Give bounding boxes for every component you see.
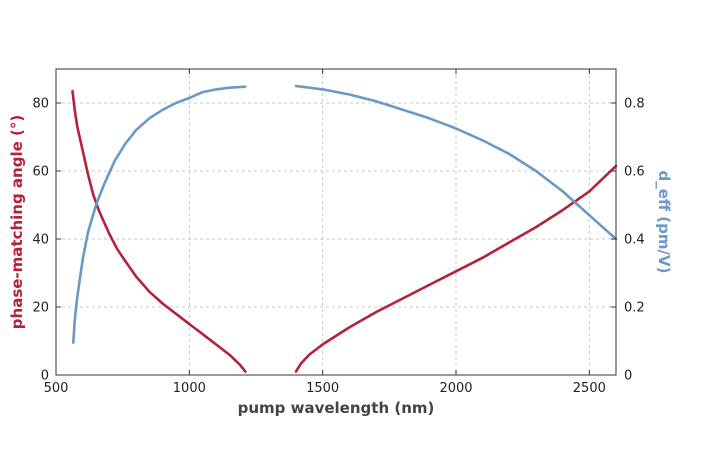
y-right-tick-label: 0.6 — [624, 165, 645, 180]
y-axis-left-title: phase-matching angle (°) — [8, 115, 26, 329]
y-left-tick-label: 60 — [32, 165, 49, 180]
y-left-tick-label: 80 — [32, 97, 49, 112]
series-0 — [71, 89, 618, 373]
tick-labels: 500 1000 1500 2000 2500 0 20 40 60 80 0 0.2 0.4 0.6 0.… — [32, 97, 644, 397]
series-1-line-1 — [294, 84, 618, 241]
plot-frame — [55, 68, 617, 376]
x-axis-title: pump wavelength (nm) — [238, 399, 435, 417]
ticks — [55, 69, 616, 376]
x-tick-label: 1500 — [306, 381, 339, 396]
y-axis-right-title: d_eff (pm/V) — [655, 171, 673, 274]
y-right-tick-label: 0 — [624, 369, 632, 384]
series-0-line-0 — [71, 89, 247, 373]
y-left-tick-label: 20 — [32, 301, 49, 316]
series-0-line-1 — [294, 164, 618, 373]
x-tick-label: 2000 — [439, 381, 472, 396]
series-layer — [71, 84, 618, 373]
series-1 — [72, 84, 618, 345]
x-tick-label: 2500 — [573, 381, 606, 396]
series-1-line-0 — [72, 85, 247, 345]
y-right-tick-label: 0.2 — [624, 301, 645, 316]
x-tick-label: 500 — [44, 381, 69, 396]
grid — [56, 69, 616, 375]
y-right-tick-label: 0.4 — [624, 233, 645, 248]
y-left-tick-label: 40 — [32, 233, 49, 248]
y-left-tick-label: 0 — [41, 369, 49, 384]
x-tick-label: 1000 — [173, 381, 206, 396]
y-right-tick-label: 0.8 — [624, 97, 645, 112]
